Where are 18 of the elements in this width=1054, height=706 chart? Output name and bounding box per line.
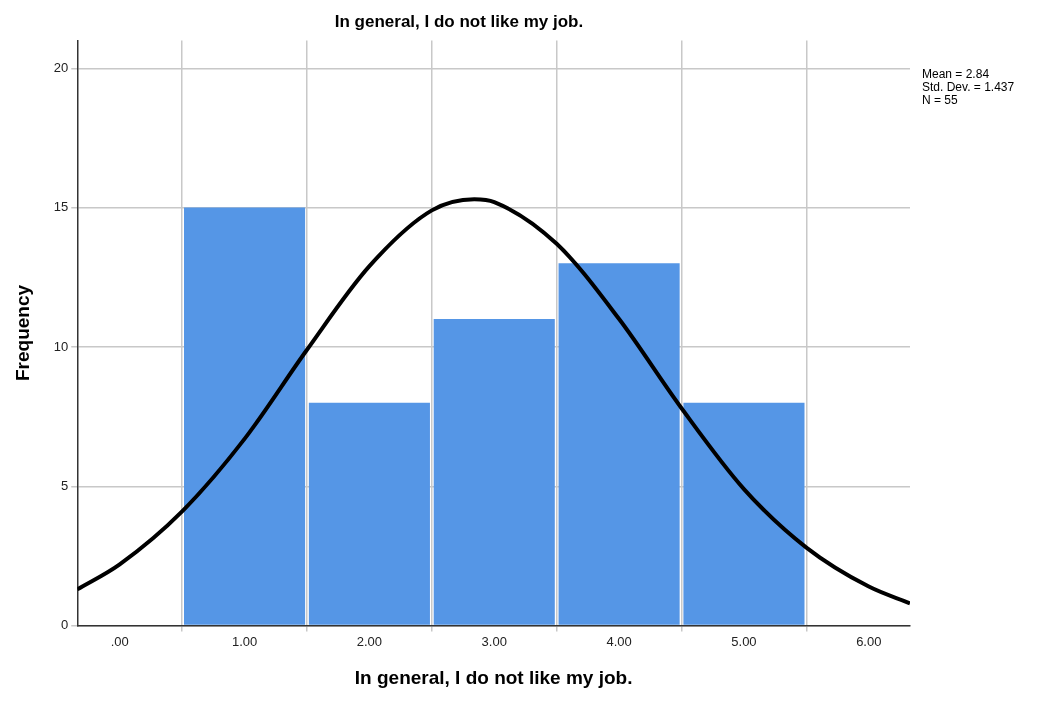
text: Mean = 2.84	[922, 66, 990, 81]
y-tick-label: 15	[53, 199, 69, 215]
x-tick-label: 1.00	[231, 633, 258, 649]
text: N = 55	[922, 92, 959, 107]
x-tick-label: 6.00	[856, 633, 882, 649]
x-tick-label: 3.00	[481, 633, 507, 649]
y-tick-label: 20	[53, 59, 69, 75]
chart-title: In general, I do not like my job.	[334, 11, 584, 31]
y-axis-title: Frequency	[11, 284, 33, 382]
x-tick-label: .00	[110, 633, 129, 649]
text: Std. Dev. = 1.437	[922, 79, 1015, 94]
y-tick-label: 0	[61, 617, 69, 633]
x-axis-title: In general, I do not like my job.	[354, 666, 633, 688]
y-tick-label: 5	[61, 477, 69, 493]
y-tick-label: 10	[53, 338, 69, 354]
x-tick-label: 5.00	[731, 633, 757, 649]
x-tick-label: 4.00	[606, 633, 632, 649]
x-tick-label: 2.00	[356, 633, 383, 649]
